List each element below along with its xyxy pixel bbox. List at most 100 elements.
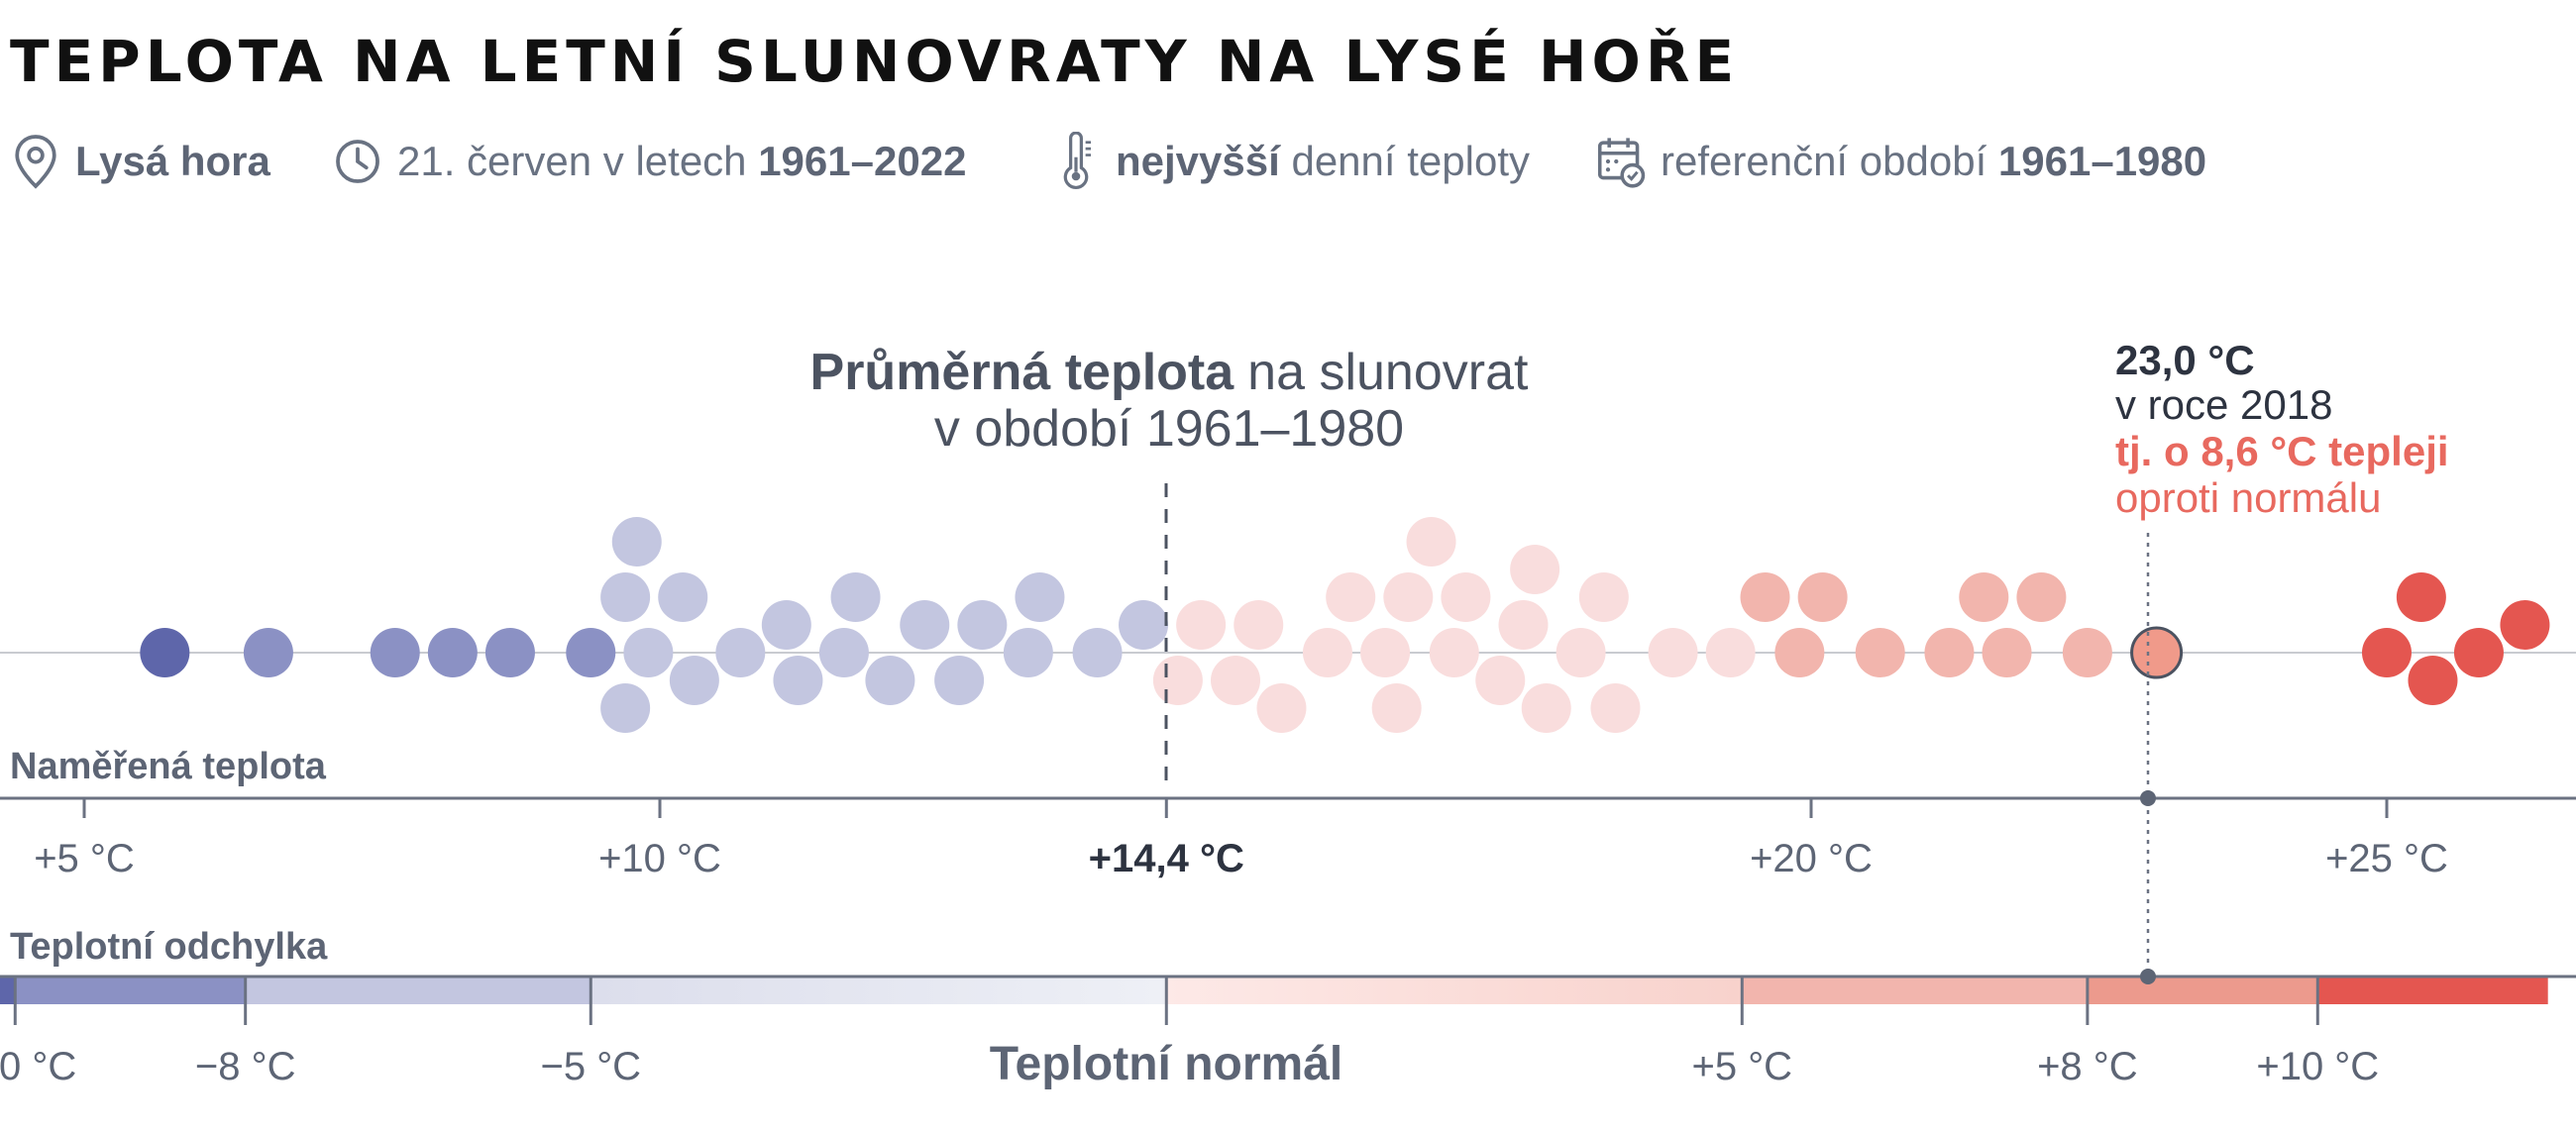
data-point (934, 656, 985, 705)
data-point (140, 628, 190, 677)
deviation-band-fade (1166, 977, 1743, 1004)
deviation-axis-label: Teplotní odchylka (10, 926, 328, 968)
normal-label: Teplotní normál (990, 1038, 1342, 1090)
calendar-check-icon (1597, 138, 1646, 188)
data-point (1176, 600, 1227, 650)
data-point (2016, 572, 2067, 622)
measure-rest: denní teploty (1291, 138, 1530, 184)
data-point (1302, 628, 1352, 677)
mean-annotation-rest: na slunovrat (1247, 344, 1529, 401)
deviation-band (2087, 977, 2318, 1004)
period-years: 1961–2022 (758, 138, 967, 184)
data-point (1855, 628, 1905, 677)
reference-prefix: referenční období (1661, 138, 1987, 184)
data-point (600, 572, 651, 622)
data-point (2408, 656, 2458, 705)
data-point (566, 628, 616, 677)
highlight-marker-measured (2140, 790, 2156, 806)
measured-tick-label: +5 °C (34, 837, 135, 880)
data-point (1326, 572, 1376, 622)
measured-tick-label: +10 °C (598, 837, 721, 880)
meta-measure: nejvyšší denní teploty (1050, 127, 1530, 196)
highlight-point (2130, 626, 2184, 679)
deviation-band (245, 977, 591, 1004)
data-point (1774, 628, 1825, 677)
data-point (1234, 600, 1284, 650)
data-point (865, 656, 915, 705)
data-point (1406, 517, 1456, 566)
data-point (1256, 683, 1307, 733)
location-name: Lysá hora (75, 138, 270, 184)
mean-annotation-line2: v období 1961–1980 (934, 400, 1404, 458)
chart-title: TEPLOTA NA LETNÍ SLUNOVRATY NA LYSÉ HOŘE (10, 28, 1740, 95)
data-point (761, 600, 811, 650)
data-point (1441, 572, 1491, 622)
deviation-tick-label: −8 °C (195, 1045, 296, 1088)
data-point (1740, 572, 1790, 622)
mean-annotation-line1: Průměrná teplota na slunovrat (810, 344, 1529, 401)
highlight-diff: tj. o 8,6 °C tepleji (2115, 428, 2449, 474)
data-point (611, 517, 662, 566)
data-point (715, 628, 766, 677)
deviation-band (2317, 977, 2548, 1004)
data-point (1072, 628, 1123, 677)
data-point (1152, 656, 1203, 705)
deviation-bands (0, 977, 2548, 1004)
data-point (2453, 628, 2504, 677)
data-point (1498, 600, 1549, 650)
data-point (2062, 628, 2112, 677)
data-point (1797, 572, 1848, 622)
data-point (1429, 628, 1479, 677)
data-point (1371, 683, 1422, 733)
highlight-marker-deviation (2140, 969, 2156, 984)
data-point (1521, 683, 1571, 733)
data-point (370, 628, 420, 677)
data-point (818, 628, 869, 677)
meta-period: 21. červen v letech 1961–2022 (332, 127, 966, 196)
data-point (1924, 628, 1975, 677)
deviation-tick-label: +8 °C (2037, 1045, 2138, 1088)
data-points (140, 517, 2550, 733)
measured-tick-label: +25 °C (2325, 837, 2448, 880)
data-point (427, 628, 478, 677)
data-point (1510, 545, 1560, 594)
data-point (773, 656, 823, 705)
measured-tick-label: +14,4 °C (1089, 837, 1244, 880)
data-point (658, 572, 708, 622)
measured-ticks: +5 °C +10 °C +14,4 °C +20 °C +25 °C (34, 798, 2448, 880)
data-point (1578, 572, 1629, 622)
deviation-tick-label: −10 °C (0, 1045, 76, 1088)
data-point (2362, 628, 2412, 677)
thermometer-icon (1063, 132, 1091, 189)
period-prefix: 21. červen v letech (397, 138, 747, 184)
data-point (484, 628, 535, 677)
reference-years: 1961–1980 (1997, 138, 2207, 184)
deviation-ticks: −10 °C −8 °C −5 °C +5 °C +8 °C +10 °C (0, 977, 2379, 1088)
data-point (1360, 628, 1411, 677)
deviation-band-fade (590, 977, 1167, 1004)
data-point (669, 656, 719, 705)
clock-icon (336, 140, 379, 183)
data-point (830, 572, 881, 622)
data-point (600, 683, 651, 733)
highlight-value: 23,0 °C (2115, 337, 2255, 383)
mean-annotation-bold: Průměrná teplota (810, 344, 1235, 401)
meta-location: Lysá hora (10, 127, 270, 196)
meta-reference: referenční období 1961–1980 (1595, 127, 2206, 196)
measure-bold: nejvyšší (1116, 138, 1280, 184)
data-point (1015, 572, 1065, 622)
data-point (2500, 600, 2550, 650)
data-point (243, 628, 293, 677)
data-point (1003, 628, 1053, 677)
highlight-year: v roce 2018 (2115, 381, 2332, 428)
measured-tick-label: +20 °C (1750, 837, 1873, 880)
data-point (1959, 572, 2009, 622)
location-pin-icon (15, 135, 56, 189)
data-point (1556, 628, 1606, 677)
measured-axis-label: Naměřená teplota (10, 746, 327, 787)
data-point (957, 600, 1008, 650)
data-point (2396, 572, 2446, 622)
deviation-tick-label: −5 °C (540, 1045, 641, 1088)
deviation-tick-label: +5 °C (1691, 1045, 1792, 1088)
